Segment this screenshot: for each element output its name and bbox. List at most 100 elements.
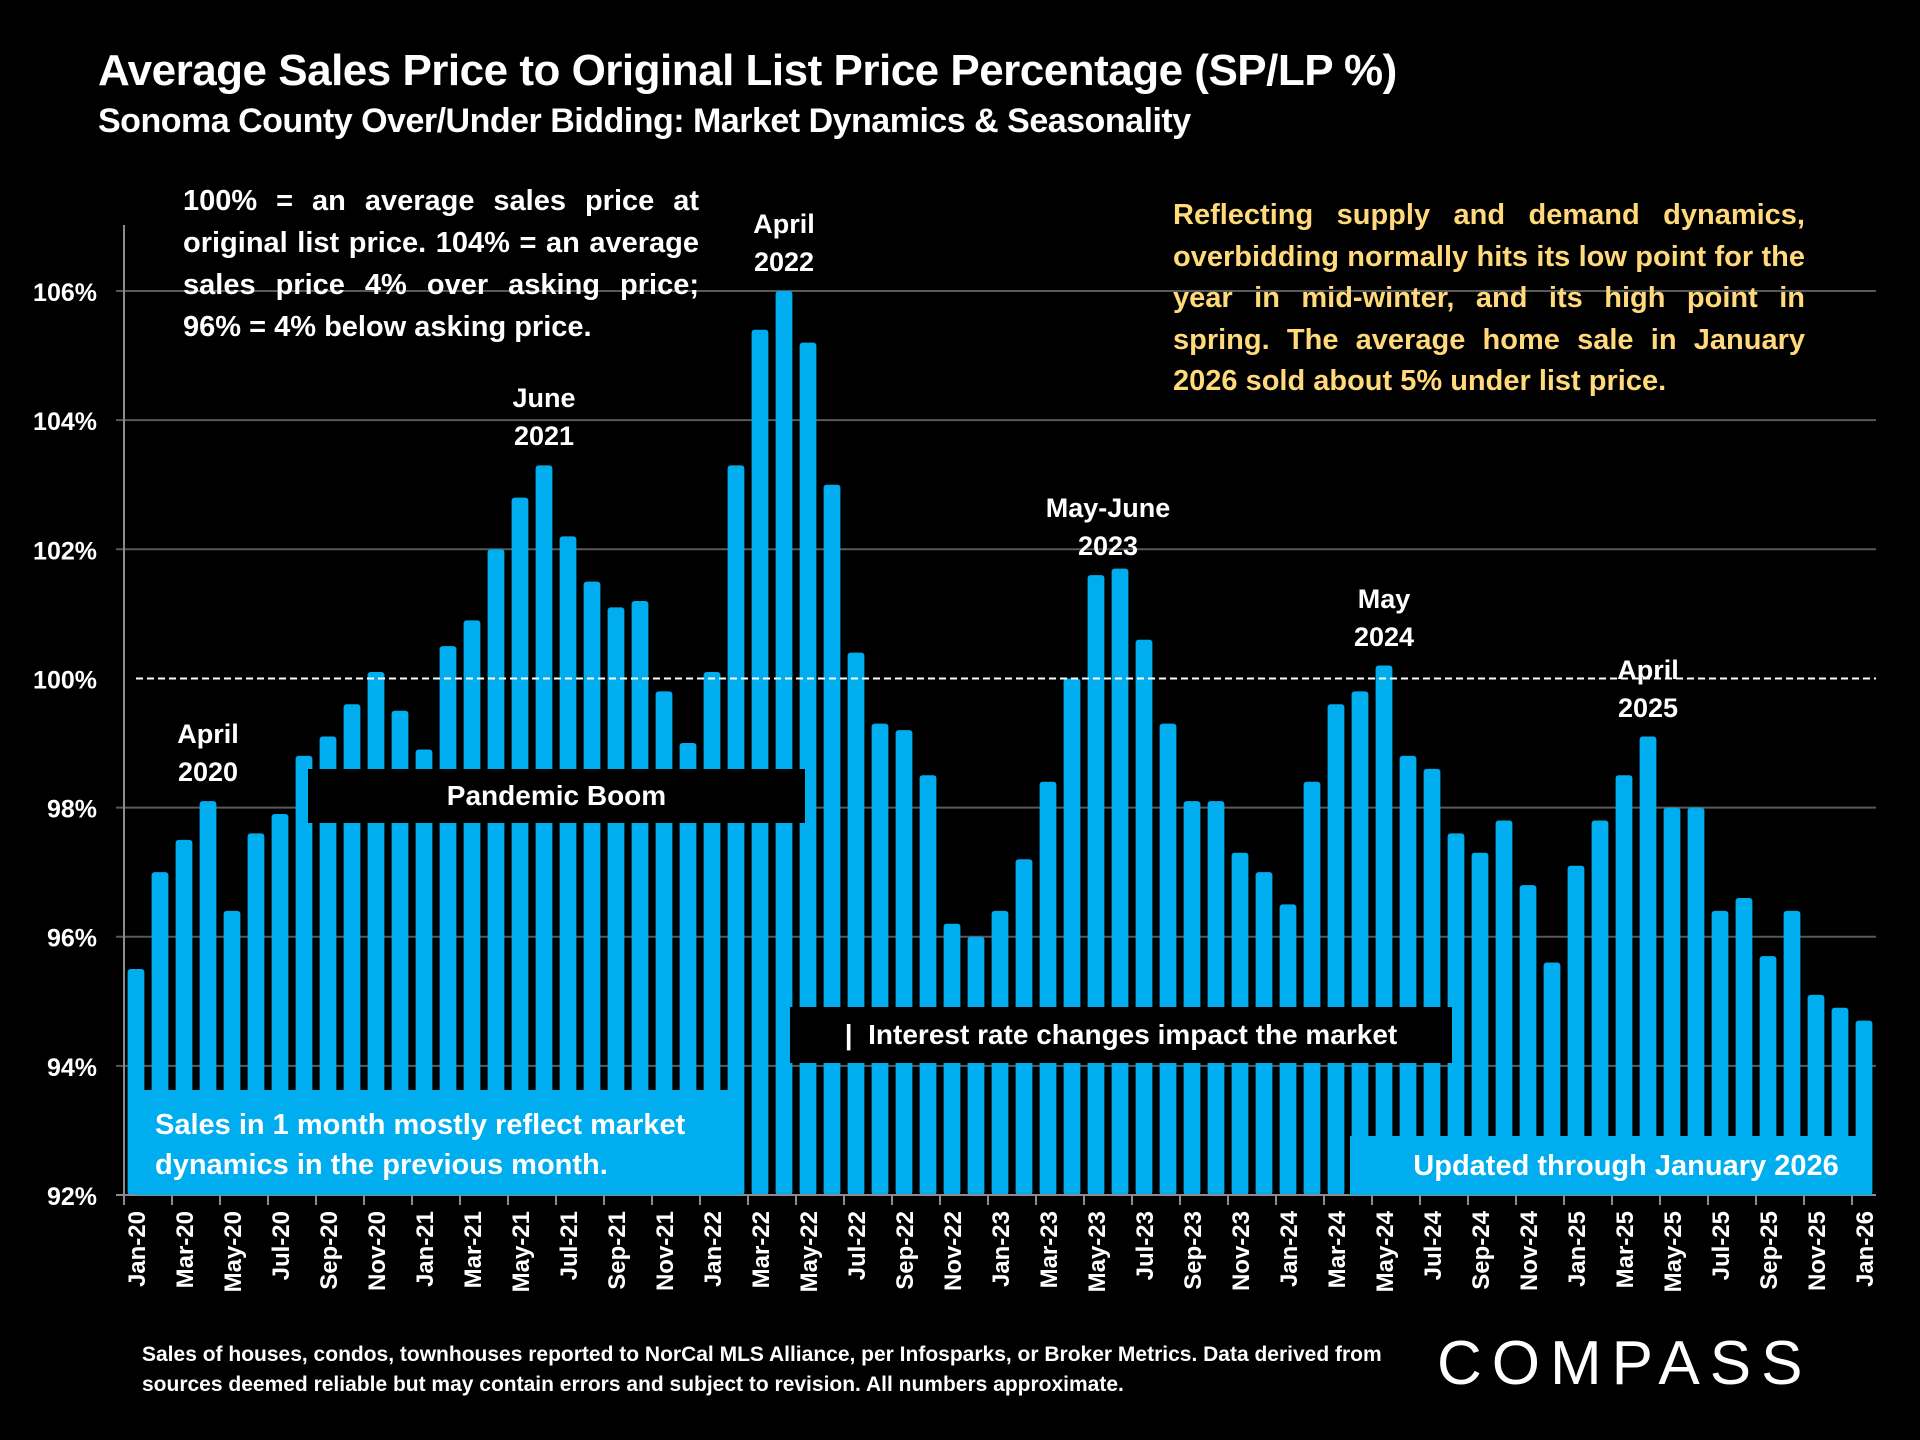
x-tick-label: Sep-21: [604, 1211, 631, 1290]
x-tick-label: Jan-24: [1276, 1210, 1303, 1287]
bar: [1039, 781, 1057, 1195]
bar: [1063, 678, 1081, 1195]
bar: [967, 936, 985, 1195]
interest-rate-label: | Interest rate changes impact the marke…: [844, 1019, 1398, 1050]
pandemic-boom-label: Pandemic Boom: [446, 780, 667, 811]
x-tick-label: May-22: [796, 1211, 823, 1292]
x-tick-label: Jan-26: [1852, 1211, 1879, 1287]
x-tick-label: May-23: [1084, 1211, 1111, 1292]
x-tick-label: Jul-25: [1708, 1211, 1735, 1280]
peak-label: May 2024: [1354, 580, 1414, 656]
bar: [1327, 704, 1345, 1195]
bar: [1471, 852, 1489, 1195]
bar: [343, 704, 361, 1195]
x-tick-label: Jul-20: [268, 1211, 295, 1280]
peak-label-year: 2021: [513, 421, 575, 452]
x-tick-label: Jul-23: [1132, 1211, 1159, 1280]
bar: [751, 329, 769, 1196]
bar: [1759, 956, 1777, 1195]
x-tick-label: Sep-20: [316, 1211, 343, 1290]
peak-label-year: 2023: [1077, 531, 1139, 562]
x-tick-label: Sep-22: [892, 1211, 919, 1290]
peak-label: April 2022: [753, 205, 815, 281]
x-tick-label: Jul-24: [1420, 1210, 1447, 1280]
x-tick-label: Sep-24: [1468, 1210, 1495, 1289]
bar: [1663, 807, 1681, 1195]
bar: [1303, 781, 1321, 1195]
bar: [1591, 820, 1609, 1195]
bar: [1399, 755, 1417, 1195]
y-tick-label: 94%: [47, 1054, 97, 1082]
lag-note: Sales in 1 month mostly reflect market d…: [155, 1109, 686, 1181]
bar: [1447, 833, 1465, 1195]
x-tick-label: May-24: [1372, 1210, 1399, 1292]
bar: [559, 536, 577, 1195]
x-tick-label: Jan-20: [124, 1211, 151, 1287]
bar: [1159, 723, 1177, 1195]
lag-note-box: Sales in 1 month mostly reflect market d…: [135, 1090, 741, 1195]
peak-label-year: 2022: [753, 247, 815, 278]
bar: [679, 743, 697, 1195]
x-tick-label: Jan-25: [1564, 1211, 1591, 1287]
bar: [1615, 775, 1633, 1195]
bar: [295, 755, 313, 1195]
bar: [1183, 801, 1201, 1195]
x-tick-label: Sep-23: [1180, 1211, 1207, 1290]
peak-label-month: May-June: [1045, 493, 1171, 524]
x-tick-label: Nov-23: [1228, 1211, 1255, 1291]
bar-series: [127, 291, 1873, 1196]
brand-name: COMPASS: [1437, 1329, 1813, 1398]
y-tick-label: 106%: [33, 279, 97, 307]
x-tick-label: Jul-22: [844, 1211, 871, 1280]
source-footnote: Sales of houses, condos, townhouses repo…: [142, 1343, 1382, 1396]
bar: [1639, 736, 1657, 1195]
x-tick-label: Nov-20: [364, 1211, 391, 1291]
bar: [511, 497, 529, 1195]
axes: [116, 225, 1876, 1196]
bar: [847, 652, 865, 1195]
x-tick-label: Nov-22: [940, 1211, 967, 1291]
x-tick-label: Mar-22: [748, 1211, 775, 1288]
bar: [583, 581, 601, 1195]
bar: [415, 749, 433, 1195]
definition-note: 100% = an average sales price at origina…: [183, 185, 699, 343]
bar: [727, 465, 745, 1195]
bar: [1423, 768, 1441, 1195]
peak-label-month: April: [1617, 654, 1679, 685]
bar: [1783, 910, 1801, 1195]
x-tick-label: Sep-25: [1756, 1211, 1783, 1290]
compass-logo: COMPASS: [1437, 1328, 1812, 1399]
x-tick-label: May-20: [220, 1211, 247, 1292]
bar: [1135, 639, 1153, 1195]
peak-label: April 2025: [1617, 651, 1679, 727]
x-tick-label: Nov-25: [1804, 1211, 1831, 1291]
pandemic-boom-band: Pandemic Boom: [308, 769, 805, 823]
bar: [1087, 575, 1105, 1195]
y-axis-ticks: 92% 94% 96% 98% 100% 102% 104% 106%: [33, 279, 97, 1211]
peak-label-year: 2024: [1353, 621, 1415, 652]
bar: [1687, 807, 1705, 1195]
bar: [607, 607, 625, 1195]
x-tick-label: Mar-24: [1324, 1210, 1351, 1288]
bar: [1495, 820, 1513, 1195]
bar: [1375, 665, 1393, 1195]
x-axis-ticks: Jan-20 Mar-20 May-20 Jul-20 Sep-20 Nov-20 Jan-…: [123, 1195, 1879, 1292]
bar: [391, 710, 409, 1195]
bar: [775, 291, 793, 1195]
peak-label: June 2021: [512, 379, 575, 455]
peak-label: May-June 2023: [1046, 489, 1171, 565]
x-tick-label: Mar-21: [460, 1211, 487, 1288]
x-tick-label: Mar-20: [172, 1211, 199, 1288]
bar: [895, 730, 913, 1195]
x-tick-label: May-25: [1660, 1211, 1687, 1292]
peak-label-year: 2025: [1617, 692, 1679, 723]
x-tick-label: Jul-21: [556, 1211, 583, 1280]
bar: [1351, 691, 1369, 1195]
bar: [1519, 885, 1537, 1195]
x-tick-label: Mar-25: [1612, 1211, 1639, 1288]
bar: [1207, 801, 1225, 1195]
bar: [1111, 568, 1129, 1195]
updated-note-box: Updated through January 2026: [1350, 1136, 1872, 1195]
y-tick-label: 98%: [47, 796, 97, 824]
